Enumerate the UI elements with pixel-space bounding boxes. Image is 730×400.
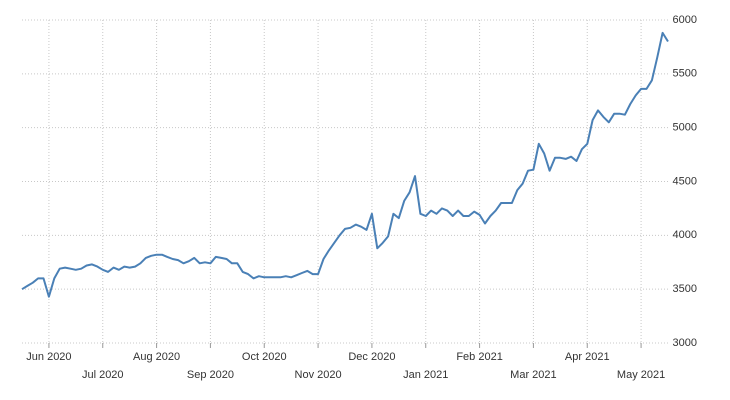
x-tick-label: Sep 2020 [187, 369, 234, 381]
x-tick-label: Jul 2020 [82, 369, 124, 381]
x-tick-label: Feb 2021 [456, 351, 502, 363]
y-tick-label: 4000 [673, 229, 697, 241]
x-tick-label: Jun 2020 [26, 351, 71, 363]
y-tick-label: 5000 [673, 122, 697, 134]
x-tick-label: Dec 2020 [348, 351, 395, 363]
x-tick-label: Aug 2020 [133, 351, 180, 363]
x-tick-label: Nov 2020 [295, 369, 342, 381]
x-tick-label: Apr 2021 [565, 351, 610, 363]
y-tick-label: 3000 [673, 337, 697, 349]
x-tick-label: Oct 2020 [242, 351, 287, 363]
x-tick-label: May 2021 [617, 369, 665, 381]
x-tick-label: Mar 2021 [510, 369, 556, 381]
y-tick-label: 3500 [673, 283, 697, 295]
y-tick-label: 5500 [673, 68, 697, 80]
y-tick-label: 4500 [673, 175, 697, 187]
y-tick-label: 6000 [673, 14, 697, 26]
x-tick-label: Jan 2021 [403, 369, 448, 381]
data-line [21, 31, 669, 298]
